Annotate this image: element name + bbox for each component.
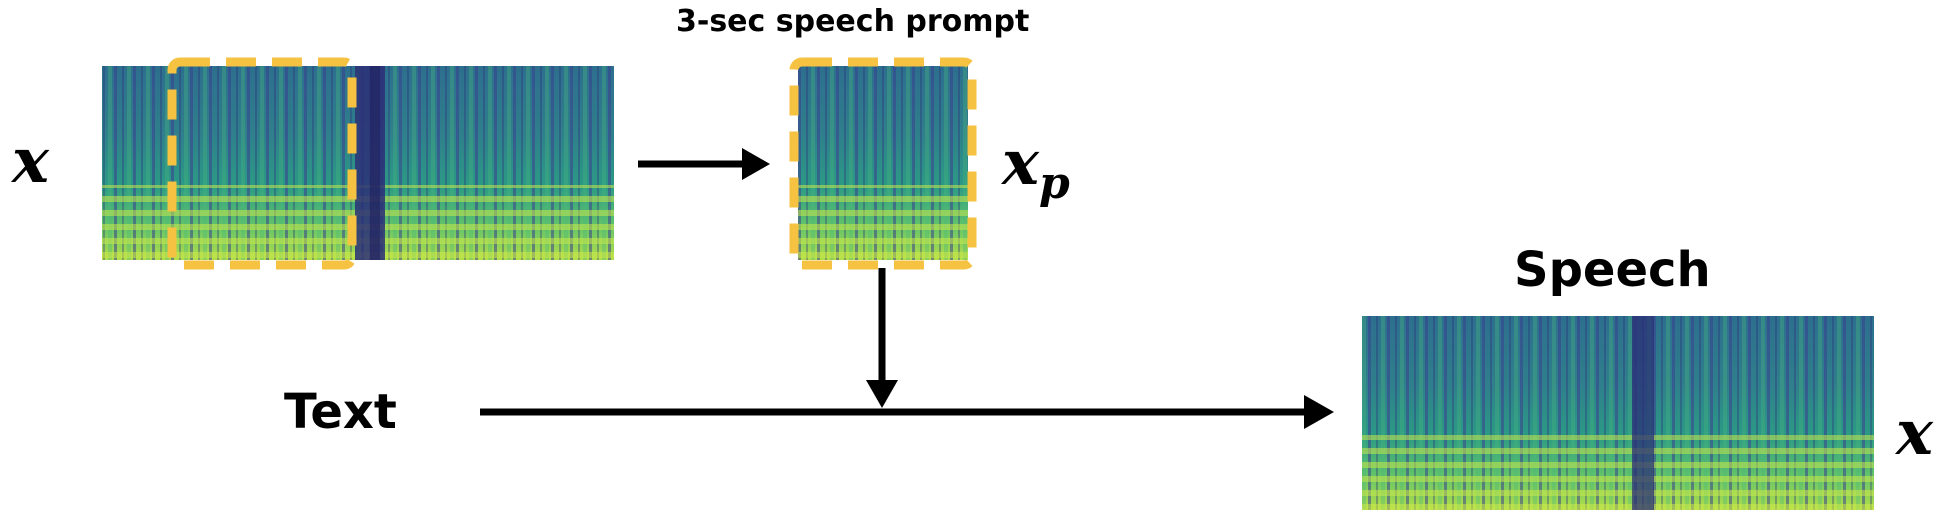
output-title: Speech (1514, 242, 1711, 298)
arrowhead-input-to-prompt (742, 148, 770, 180)
output-spectrogram (1362, 316, 1874, 510)
prompt-symbol-base: x (1002, 126, 1039, 199)
prompt-spectrogram (798, 66, 968, 260)
arrowhead-text-to-speech (1304, 395, 1334, 429)
arrowhead-prompt-down (866, 380, 898, 408)
prompt-symbol: xp (1002, 132, 1070, 215)
prompt-selection-box (167, 57, 357, 270)
prompt-symbol-subscript: p (1038, 158, 1070, 209)
text-label: Text (284, 384, 397, 440)
prompt-title: 3-sec speech prompt (676, 4, 1030, 39)
output-symbol: x (1896, 396, 1933, 469)
input-symbol: x (12, 124, 49, 197)
input-spectrogram (102, 66, 614, 260)
